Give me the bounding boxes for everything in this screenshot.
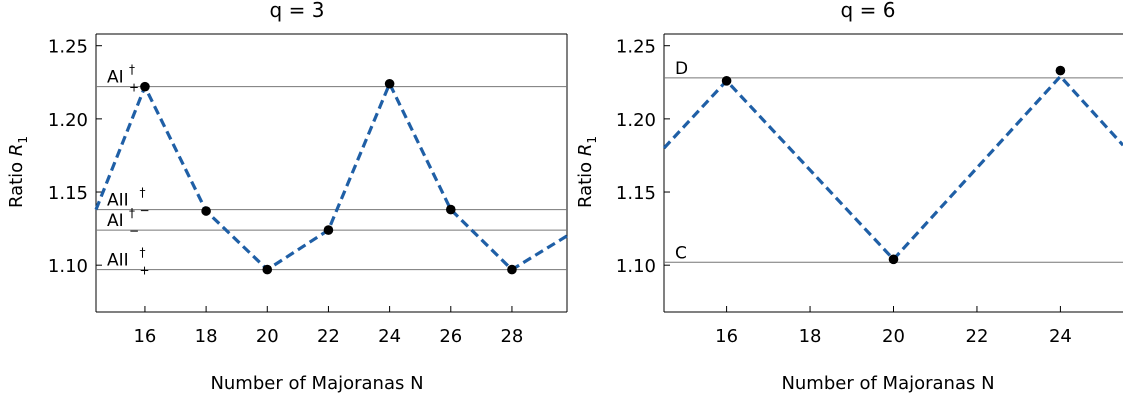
reference-line-label: D — [675, 59, 688, 79]
reference-line-label-sub: − — [129, 224, 139, 238]
reference-line-label-sup: † — [129, 63, 135, 77]
y-axis-label: Ratio R1 — [6, 136, 30, 208]
data-point — [888, 254, 899, 265]
reference-line-label: AII — [107, 191, 129, 211]
data-point — [445, 204, 456, 215]
x-tick-label: 28 — [500, 326, 523, 347]
reference-line-label-sub: + — [140, 264, 150, 278]
x-axis-label: Number of Majoranas N — [781, 373, 994, 394]
series-line — [94, 79, 568, 272]
x-tick-label: 16 — [715, 326, 738, 347]
reference-line-label: AII — [107, 251, 129, 271]
x-tick-label: 20 — [882, 326, 905, 347]
panel-title: q = 3 — [270, 0, 325, 22]
reference-line-label-sup: † — [140, 186, 146, 200]
x-tick-label: 18 — [799, 326, 822, 347]
y-tick-label: 1.10 — [616, 256, 656, 277]
x-tick-label: 20 — [256, 326, 279, 347]
reference-line-label: AI — [107, 68, 124, 88]
y-tick-label: 1.10 — [48, 256, 88, 277]
reference-line-label-sub: + — [129, 81, 139, 95]
x-tick-label: 16 — [133, 326, 156, 347]
x-tick-label: 22 — [317, 326, 340, 347]
reference-line-label: AI — [107, 211, 124, 231]
x-tick-label: 18 — [195, 326, 218, 347]
x-axis-label: Number of Majoranas N — [210, 373, 423, 394]
plot-area: 1.10 1.15 1.20 1.25 16 18 20 22 24 D C — [616, 33, 1123, 347]
y-axis-label-word: Ratio — [6, 162, 27, 208]
y-axis-label-subscript: 1 — [16, 136, 30, 144]
y-tick-label: 1.25 — [48, 37, 88, 58]
y-axis-label-symbol: R — [6, 144, 27, 157]
y-tick-label: 1.20 — [48, 110, 88, 131]
panel-title: q = 6 — [841, 0, 896, 22]
data-point — [721, 76, 732, 86]
data-point — [201, 206, 211, 216]
panel-q3: q = 3 Number of Majoranas N Ratio R1 1.1… — [6, 0, 568, 394]
y-tick-label: 1.15 — [616, 183, 656, 204]
y-axis-label: Ratio R1 — [575, 136, 599, 208]
series-line — [662, 74, 1123, 262]
y-tick-label: 1.20 — [616, 110, 656, 131]
data-point — [262, 264, 273, 275]
reference-line-label-sup: † — [140, 246, 146, 260]
y-tick-label: 1.25 — [616, 37, 656, 58]
y-axis-label-symbol: R — [575, 144, 596, 157]
data-point — [507, 264, 517, 275]
reference-line-label-sup: † — [129, 206, 135, 220]
y-tick-label: 1.15 — [48, 183, 88, 204]
x-tick-label: 24 — [378, 326, 401, 347]
reference-line-label: C — [675, 243, 687, 263]
y-axis-label-subscript: 1 — [585, 136, 599, 144]
x-tick-label: 24 — [1049, 326, 1072, 347]
panel-q6: q = 6 Number of Majoranas N Ratio R1 1.1… — [575, 0, 1123, 394]
data-point — [1055, 65, 1066, 76]
x-tick-label: 26 — [439, 326, 462, 347]
data-point — [140, 81, 150, 92]
reference-line-label-sub: − — [140, 204, 150, 218]
data-point — [323, 225, 334, 235]
data-point — [384, 78, 395, 89]
y-axis-label-word: Ratio — [575, 162, 596, 208]
x-tick-label: 22 — [966, 326, 989, 347]
